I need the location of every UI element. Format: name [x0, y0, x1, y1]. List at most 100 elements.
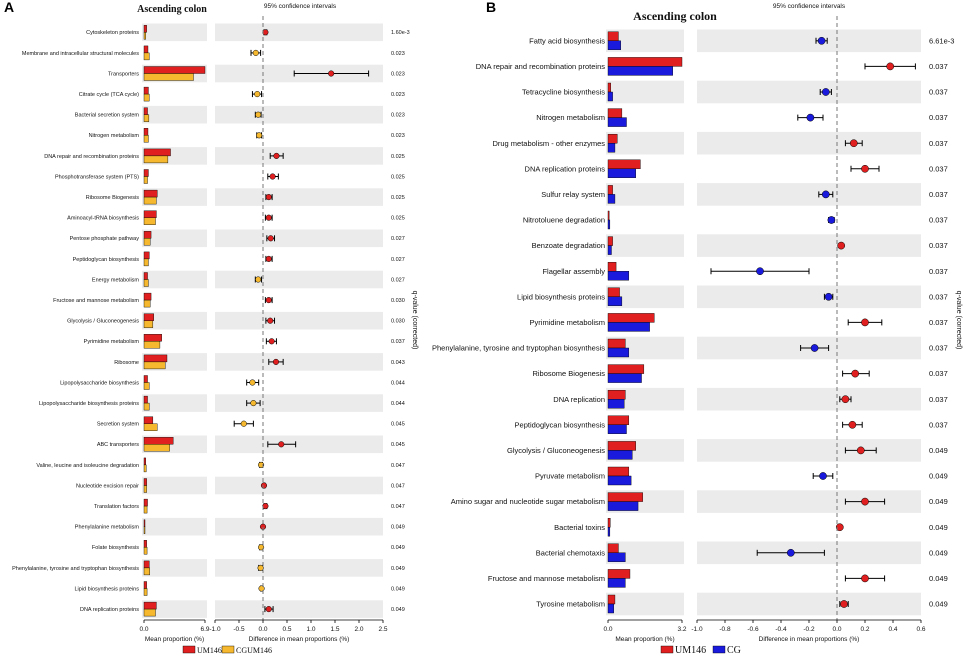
- bar-UM146: [607, 287, 620, 297]
- ci-title: 95% confidence intervals: [773, 3, 846, 10]
- category-label: Pyrimidine metabolism: [530, 318, 605, 327]
- bar-CG: [607, 245, 612, 255]
- category-label: Bacterial secretion system: [75, 113, 140, 119]
- q-value: 0.037: [929, 395, 948, 404]
- row-band-right: [697, 183, 921, 206]
- category-label: Phenylalanine, tyrosine and tryptophan b…: [432, 344, 605, 353]
- q-value: 0.049: [929, 600, 948, 609]
- bar-CG: [607, 475, 632, 486]
- q-value: 0.049: [929, 574, 948, 583]
- diff-point: [258, 585, 265, 592]
- diff-point: [267, 235, 274, 242]
- bar-CG: [607, 373, 642, 383]
- diff-point: [258, 544, 265, 551]
- right-tick-label: -0.6: [747, 626, 759, 633]
- diff-point: [861, 497, 869, 506]
- legend-swatch: [182, 645, 196, 654]
- panel-label: A: [4, 0, 14, 15]
- bar-CGUM146: [143, 464, 147, 473]
- bar-CGUM146: [143, 341, 161, 349]
- bar-UM146: [143, 107, 148, 115]
- q-value: 0.025: [391, 154, 405, 160]
- bar-UM146: [143, 231, 152, 239]
- bar-UM146: [607, 57, 683, 67]
- diff-point: [756, 267, 764, 276]
- diff-point: [240, 420, 247, 427]
- diff-point: [278, 441, 285, 448]
- q-value: 6.61e-3: [929, 36, 954, 45]
- bar-UM146: [607, 159, 641, 170]
- row-band-right: [215, 353, 383, 371]
- bar-UM146: [143, 272, 148, 280]
- bar-CG: [607, 142, 616, 153]
- category-label: Valine, leucine and isoleucine degradati…: [36, 463, 139, 469]
- q-value: 0.047: [391, 463, 405, 469]
- category-label: Peptidoglycan biosynthesis: [515, 420, 606, 429]
- bar-UM146: [607, 133, 618, 144]
- bar-UM146: [143, 334, 162, 342]
- bar-CGUM146: [143, 176, 148, 184]
- diff-point: [817, 36, 826, 45]
- legend-label: CGUM146: [236, 646, 272, 655]
- diff-point: [856, 446, 865, 455]
- bar-UM146: [607, 594, 616, 605]
- q-value: 0.027: [391, 257, 405, 263]
- category-label: Glycolysis / Gluconeogenesis: [67, 319, 139, 325]
- bar-CG: [607, 501, 639, 511]
- row-band-right: [215, 270, 383, 289]
- category-label: Phenylalanine metabolism: [75, 525, 140, 531]
- row-band-left: [142, 23, 207, 42]
- diff-point: [827, 216, 836, 224]
- q-value: 0.037: [929, 420, 948, 429]
- category-label: DNA replication proteins: [525, 164, 606, 173]
- q-value: 0.023: [391, 51, 405, 57]
- bar-CGUM146: [143, 217, 156, 225]
- right-tick-label: 1.0: [306, 626, 315, 633]
- row-band-left: [142, 105, 207, 124]
- panel-a: A Ascending colon 95% confidence intervals…: [4, 0, 418, 655]
- q-value: 0.049: [391, 607, 405, 613]
- row-band-right: [697, 29, 921, 53]
- category-label: Energy metabolism: [92, 277, 139, 283]
- diff-point: [265, 255, 272, 262]
- row-band-left: [606, 131, 684, 155]
- category-label: Amino sugar and nucleotide sugar metabol…: [451, 497, 605, 506]
- bar-UM146: [607, 236, 613, 246]
- bar-UM146: [607, 262, 617, 272]
- row-band-left: [606, 592, 684, 616]
- row-band-right: [215, 517, 383, 536]
- category-label: Fructose and mannose metabolism: [488, 574, 605, 583]
- category-label: Lipid biosynthesis proteins: [517, 292, 605, 301]
- bar-CGUM146: [143, 547, 148, 555]
- row-band-right: [697, 439, 921, 462]
- category-label: ABC transporters: [97, 442, 139, 448]
- q-value: 0.037: [929, 88, 948, 97]
- bar-UM146: [143, 375, 148, 383]
- left-axis-title: Mean proportion (%): [615, 636, 674, 643]
- category-label: Cytoskeleton proteins: [86, 30, 139, 36]
- category-label: Pyrimidine metabolism: [84, 339, 140, 345]
- q-value: 0.037: [929, 216, 948, 225]
- category-label: Peptidoglycan biosynthesis: [73, 257, 140, 263]
- diff-point: [821, 88, 830, 96]
- bar-CG: [607, 168, 636, 179]
- category-label: DNA replication proteins: [80, 607, 139, 613]
- q-value: 0.037: [929, 139, 948, 148]
- row-band-right: [215, 394, 383, 412]
- q-value: 0.049: [929, 497, 948, 506]
- bar-UM146: [607, 415, 630, 425]
- category-label: Bacterial chemotaxis: [536, 548, 605, 557]
- bar-UM146: [143, 560, 150, 569]
- row-band-left: [142, 311, 207, 330]
- bar-CG: [607, 552, 626, 562]
- row-band-left: [142, 517, 207, 536]
- bar-CG: [607, 527, 611, 537]
- row-band-right: [697, 285, 921, 309]
- bar-UM146: [143, 601, 157, 610]
- bar-UM146: [607, 338, 626, 349]
- bar-UM146: [143, 251, 150, 260]
- q-value: 0.023: [391, 71, 405, 77]
- row-band-right: [215, 188, 383, 206]
- bar-CGUM146: [143, 526, 146, 534]
